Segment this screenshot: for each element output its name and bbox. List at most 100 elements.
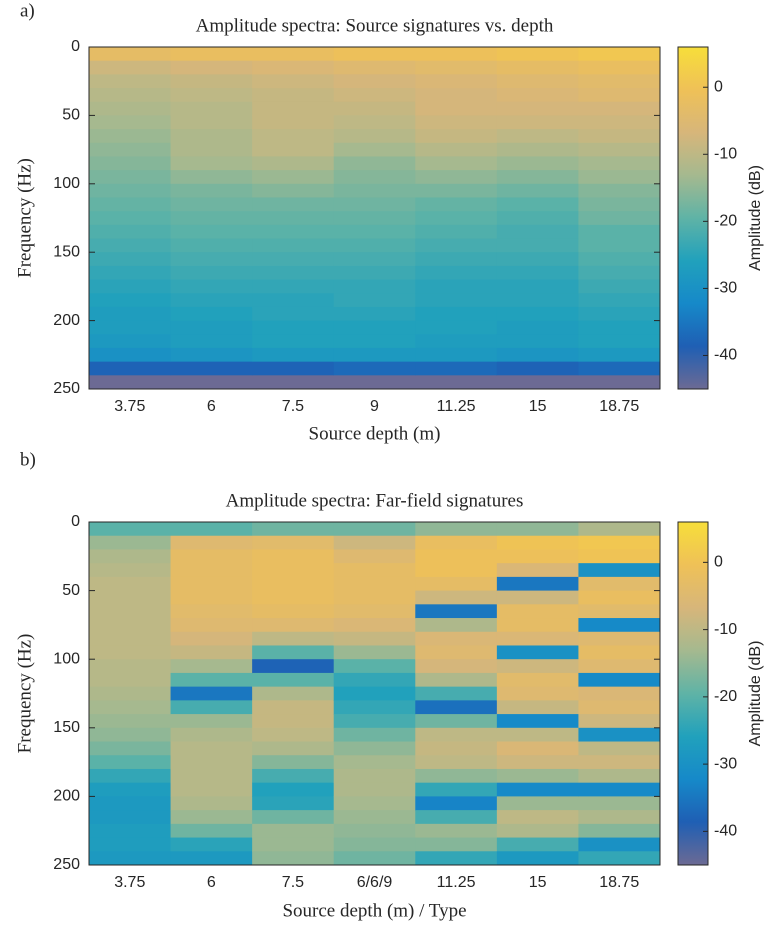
heatmap-cell [170, 645, 253, 660]
heatmap-cell [170, 306, 253, 322]
x-tick-label: 18.75 [599, 874, 639, 891]
heatmap-cell [415, 74, 498, 89]
heatmap-cell [496, 618, 579, 633]
heatmap-cell [496, 334, 579, 349]
heatmap-cell [252, 306, 335, 322]
heatmap-cell [496, 645, 579, 660]
heatmap-cell [415, 796, 498, 811]
heatmap-cell [252, 347, 335, 363]
heatmap-cell [89, 306, 172, 322]
x-tick-label: 11.25 [437, 874, 476, 891]
heatmap-cell [170, 563, 253, 578]
heatmap-cell [252, 714, 335, 729]
heatmap-cell [89, 361, 172, 376]
heatmap-cell [170, 183, 253, 198]
heatmap-cell [333, 101, 416, 116]
heatmap-cell [578, 631, 661, 646]
heatmap-cell [578, 535, 661, 550]
heatmap-cell [89, 672, 172, 688]
heatmap-cell [170, 211, 253, 226]
heatmap-cell [252, 590, 335, 605]
heatmap-cell [252, 156, 335, 171]
heatmap-cell [170, 837, 253, 852]
heatmap-cell [333, 549, 416, 564]
heatmap-cell [415, 279, 498, 294]
heatmap-cell [252, 535, 335, 550]
y-axis-label: Frequency (Hz) [14, 158, 35, 278]
heatmap-cell [170, 361, 253, 376]
heatmap-cell [333, 279, 416, 294]
heatmap-cell [333, 47, 416, 62]
heatmap-cell [89, 156, 172, 171]
heatmap-cell [496, 563, 579, 578]
heatmap-cell [578, 265, 661, 281]
heatmap-cell [89, 293, 172, 308]
heatmap-cell [89, 74, 172, 89]
heatmap-cell [415, 211, 498, 226]
heatmap-cell [89, 727, 172, 743]
heatmap-cell [252, 224, 335, 240]
x-tick-label: 3.75 [114, 874, 145, 891]
heatmap-cell [333, 576, 416, 592]
x-tick-label: 11.25 [437, 398, 476, 415]
heatmap-cell [252, 755, 335, 770]
heatmap-cell [170, 768, 253, 784]
y-tick-label: 200 [53, 788, 80, 805]
heatmap-cell [170, 741, 253, 756]
heatmap-cell [496, 156, 579, 171]
heatmap-cell [333, 823, 416, 839]
heatmap-cell [170, 535, 253, 550]
heatmap-cell [89, 823, 172, 839]
heatmap-cell [252, 741, 335, 756]
heatmap-cell [415, 700, 498, 715]
heatmap-cell [252, 796, 335, 811]
heatmap-cell [333, 334, 416, 349]
heatmap-cell [415, 549, 498, 564]
heatmap-cell [170, 129, 253, 144]
heatmap-cell [578, 156, 661, 171]
heatmap-cell [578, 782, 661, 797]
heatmap-cell [496, 768, 579, 784]
heatmap-cell [252, 361, 335, 376]
heatmap-cell [496, 211, 579, 226]
heatmap-cell [333, 563, 416, 578]
heatmap-cell [578, 618, 661, 633]
heatmap-cell [496, 837, 579, 852]
heatmap-cell [496, 129, 579, 144]
heatmap-cell [578, 796, 661, 811]
heatmap-cell [252, 197, 335, 212]
heatmap-cell [578, 576, 661, 592]
heatmap-cell [415, 115, 498, 130]
heatmap-cell [333, 659, 416, 674]
heatmap-cell [415, 837, 498, 852]
colorbar-tick-label: 0 [714, 78, 723, 95]
heatmap-cell [170, 170, 253, 185]
panel-label: b) [20, 449, 36, 470]
heatmap-cell [89, 47, 172, 62]
heatmap-cell [89, 755, 172, 770]
heatmap-cell [496, 279, 579, 294]
heatmap-cell [89, 782, 172, 797]
heatmap-cell [252, 375, 335, 390]
heatmap-cell [89, 522, 172, 537]
heatmap-cell [496, 796, 579, 811]
heatmap-cell [578, 142, 661, 157]
heatmap-cell [89, 851, 172, 866]
heatmap-cell [252, 672, 335, 688]
heatmap-cell [578, 522, 661, 537]
heatmap-cell [170, 320, 253, 335]
heatmap-cell [578, 320, 661, 335]
heatmap-cell [89, 810, 172, 825]
heatmap-cell [89, 279, 172, 294]
heatmap-cell [252, 576, 335, 592]
x-tick-label: 3.75 [114, 398, 145, 415]
heatmap-cell [578, 252, 661, 267]
heatmap-cell [415, 361, 498, 376]
heatmap-cell [170, 823, 253, 839]
heatmap-cell [415, 375, 498, 390]
x-axis-label: Source depth (m) / Type [282, 900, 466, 921]
heatmap-cell [415, 101, 498, 116]
heatmap-cell [333, 60, 416, 75]
heatmap-cell [252, 686, 335, 701]
heatmap-cell [89, 590, 172, 605]
